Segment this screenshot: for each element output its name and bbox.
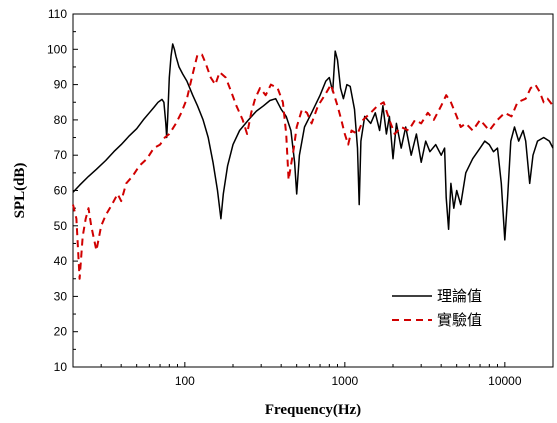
y-tick-label: 50 <box>54 219 68 233</box>
x-axis-title: Frequency(Hz) <box>265 402 361 418</box>
series-line-experiment <box>72 53 554 280</box>
y-tick-label: 60 <box>54 184 68 198</box>
y-tick-label: 110 <box>48 7 67 21</box>
x-axis: 100 1000 10000 <box>72 362 554 388</box>
y-tick-label: 80 <box>54 113 68 127</box>
y-tick-label: 100 <box>47 42 67 56</box>
series-layer <box>72 43 554 280</box>
x-tick-label: 100 <box>175 374 195 388</box>
y-tick-label: 20 <box>54 325 68 339</box>
y-tick-label: 40 <box>54 254 68 268</box>
y-axis-title: SPL(dB) <box>12 163 28 219</box>
y-axis: 10 20 30 40 50 60 70 80 90 100 110 <box>47 7 78 374</box>
series-line-theory <box>72 43 554 241</box>
x-tick-label: 1000 <box>331 374 358 388</box>
y-tick-label: 90 <box>54 78 68 92</box>
x-tick-label: 10000 <box>488 374 522 388</box>
legend-label-experiment: 實驗值 <box>437 311 482 329</box>
y-tick-label: 70 <box>54 148 68 162</box>
legend: 理論值 實驗值 <box>392 287 482 329</box>
y-tick-label: 30 <box>54 289 68 303</box>
y-tick-label: 10 <box>54 360 68 374</box>
legend-label-theory: 理論值 <box>437 287 482 305</box>
